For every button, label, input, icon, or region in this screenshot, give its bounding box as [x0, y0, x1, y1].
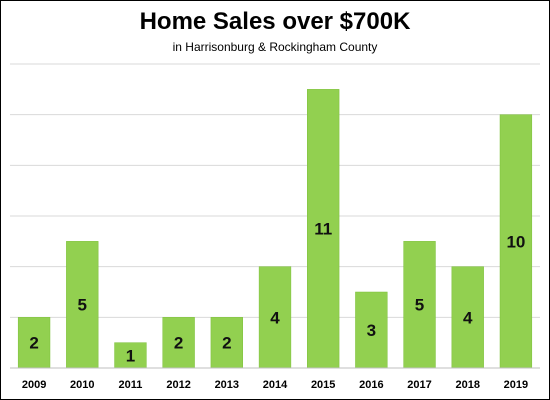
bar-2012 — [162, 317, 195, 369]
bar-2018 — [451, 266, 484, 369]
x-tick-label-2010: 2010 — [70, 379, 94, 391]
bar-2016 — [355, 291, 388, 369]
bar-2015 — [307, 89, 340, 369]
x-tick-label-2017: 2017 — [407, 379, 431, 391]
chart-subtitle: in Harrisonburg & Rockingham County — [172, 40, 378, 54]
data-label-2010: 5 — [78, 296, 87, 315]
data-label-2012: 2 — [174, 334, 183, 353]
bar-2009 — [17, 317, 51, 369]
x-tick-label-2011: 2011 — [119, 379, 143, 391]
chart-title: Home Sales over $700K — [139, 8, 411, 35]
bars: 2 5 1 2 2 4 11 3 5 4 10 — [17, 89, 533, 369]
data-label-2013: 2 — [222, 334, 231, 353]
bar-2017 — [403, 241, 436, 369]
x-tick-label-2014: 2014 — [263, 379, 288, 391]
x-tick-label-2018: 2018 — [455, 379, 479, 391]
data-label-2014: 4 — [270, 308, 280, 327]
bar-2011 — [114, 342, 147, 369]
x-tick-label-2015: 2015 — [311, 379, 335, 391]
data-label-2015: 11 — [314, 220, 332, 239]
bar-2019 — [499, 114, 533, 369]
data-label-2017: 5 — [415, 296, 424, 315]
data-label-2011: 1 — [126, 346, 135, 365]
data-label-2009: 2 — [29, 334, 38, 353]
x-tick-label-2019: 2019 — [504, 379, 528, 391]
x-tick-label-2012: 2012 — [166, 379, 190, 391]
data-label-2018: 4 — [463, 308, 473, 327]
x-tick-label-2016: 2016 — [359, 379, 383, 391]
bar-2010 — [66, 241, 99, 369]
x-axis: 2009 2010 2011 2012 2013 2014 2015 2016 2017 2018… — [10, 367, 540, 391]
data-label-2019: 10 — [506, 232, 525, 251]
data-label-2016: 3 — [367, 321, 376, 340]
x-tick-label-2009: 2009 — [22, 379, 46, 391]
bar-2014 — [258, 266, 292, 369]
x-tick-label-2013: 2013 — [215, 379, 239, 391]
